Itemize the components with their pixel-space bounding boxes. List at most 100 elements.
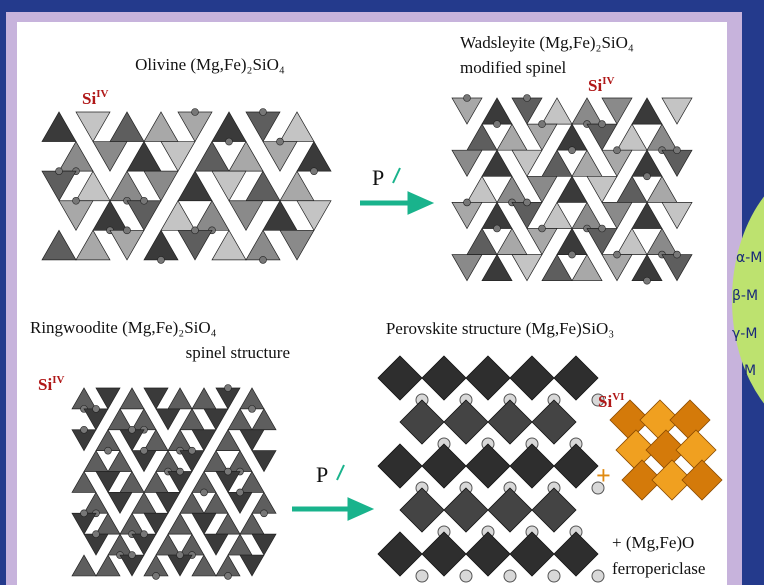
atom	[225, 137, 233, 146]
atom	[92, 405, 100, 413]
atom	[459, 569, 473, 583]
atom	[463, 198, 471, 207]
atom	[523, 198, 531, 207]
polyhedron	[191, 429, 217, 452]
polyhedron	[631, 201, 663, 229]
atom	[310, 167, 318, 175]
sidebar-line: β-M	[732, 288, 758, 304]
polyhedron	[541, 253, 573, 282]
coordination: IV	[602, 75, 614, 87]
pressure-tick	[336, 464, 345, 481]
atom	[123, 226, 131, 235]
atom	[128, 425, 136, 434]
atom	[673, 146, 681, 154]
ferropericlase-name: ferropericlase	[612, 559, 705, 578]
atom	[128, 551, 136, 559]
polyhedron	[191, 554, 217, 577]
octahedron	[509, 443, 555, 489]
atom	[503, 569, 517, 583]
polyhedron	[631, 97, 663, 125]
polyhedron	[215, 429, 241, 451]
polyhedron	[228, 200, 264, 232]
polyhedron	[251, 450, 277, 473]
atom	[176, 551, 184, 559]
octahedron	[421, 443, 467, 489]
polyhedron	[511, 149, 543, 178]
wadsleyite-subtitle: modified spinel	[460, 58, 567, 77]
atom	[276, 137, 284, 146]
polyhedron	[586, 175, 618, 204]
polyhedron	[481, 149, 513, 177]
octahedron	[399, 399, 445, 445]
reaction-arrow	[360, 191, 435, 215]
atom	[176, 467, 184, 476]
octahedron	[509, 531, 555, 577]
atom	[140, 446, 148, 455]
atom	[72, 196, 80, 205]
atom	[463, 94, 471, 102]
atom	[80, 425, 88, 434]
polyhedron	[203, 408, 229, 431]
polyhedron	[143, 387, 169, 410]
reaction-arrow	[292, 497, 375, 521]
polyhedron	[143, 512, 169, 535]
atom	[259, 256, 267, 264]
octahedron	[377, 531, 423, 577]
atom	[260, 509, 268, 518]
polyhedron	[143, 170, 179, 202]
atom	[493, 120, 501, 128]
polyhedron	[155, 492, 181, 514]
polyhedron	[41, 111, 77, 142]
polyhedron	[119, 387, 145, 410]
atom	[598, 224, 606, 233]
polyhedron	[71, 470, 97, 493]
atom	[191, 226, 199, 235]
polyhedron	[95, 471, 121, 494]
sidebar-line: α-M	[736, 250, 762, 266]
octahedron	[509, 355, 555, 401]
octahedron	[443, 487, 489, 533]
octahedron	[531, 487, 577, 533]
polyhedron	[451, 254, 483, 282]
polyhedron	[160, 141, 196, 172]
polyhedron	[75, 229, 111, 261]
plus-sign: +	[596, 461, 611, 490]
element: Si	[38, 375, 52, 394]
atom	[598, 120, 606, 128]
polyhedron	[191, 512, 217, 535]
octahedron	[465, 443, 511, 489]
polyhedron	[661, 97, 693, 125]
polyhedron	[95, 554, 121, 577]
polyhedron	[239, 429, 265, 452]
element: Si	[598, 392, 612, 411]
atom	[613, 146, 621, 154]
polyhedron	[155, 408, 181, 431]
octahedron	[465, 531, 511, 577]
octahedron	[421, 531, 467, 577]
polyhedron	[661, 202, 693, 230]
site-label: SiIV	[588, 75, 614, 95]
coordination: VI	[612, 391, 624, 403]
polyhedron	[296, 200, 332, 232]
atom	[568, 250, 576, 259]
coordination: IV	[52, 374, 64, 386]
ferropericlase-formula: + (Mg,Fe)O	[612, 533, 694, 552]
polyhedron	[571, 253, 603, 282]
site-label: SiVI	[598, 391, 624, 411]
atom	[613, 250, 621, 259]
octahedron	[681, 459, 723, 501]
pressure-label: P	[372, 165, 384, 190]
octahedron	[621, 459, 663, 501]
atom	[643, 276, 651, 285]
polyhedron	[481, 253, 513, 282]
atom	[224, 467, 232, 476]
octahedron	[443, 399, 489, 445]
atom	[643, 172, 651, 181]
polyhedron	[71, 554, 97, 577]
polyhedron	[279, 229, 315, 261]
ringwoodite-subtitle: spinel structure	[186, 343, 290, 362]
octahedron	[487, 487, 533, 533]
polyhedron	[211, 229, 247, 261]
sidebar-bubble	[732, 196, 764, 404]
